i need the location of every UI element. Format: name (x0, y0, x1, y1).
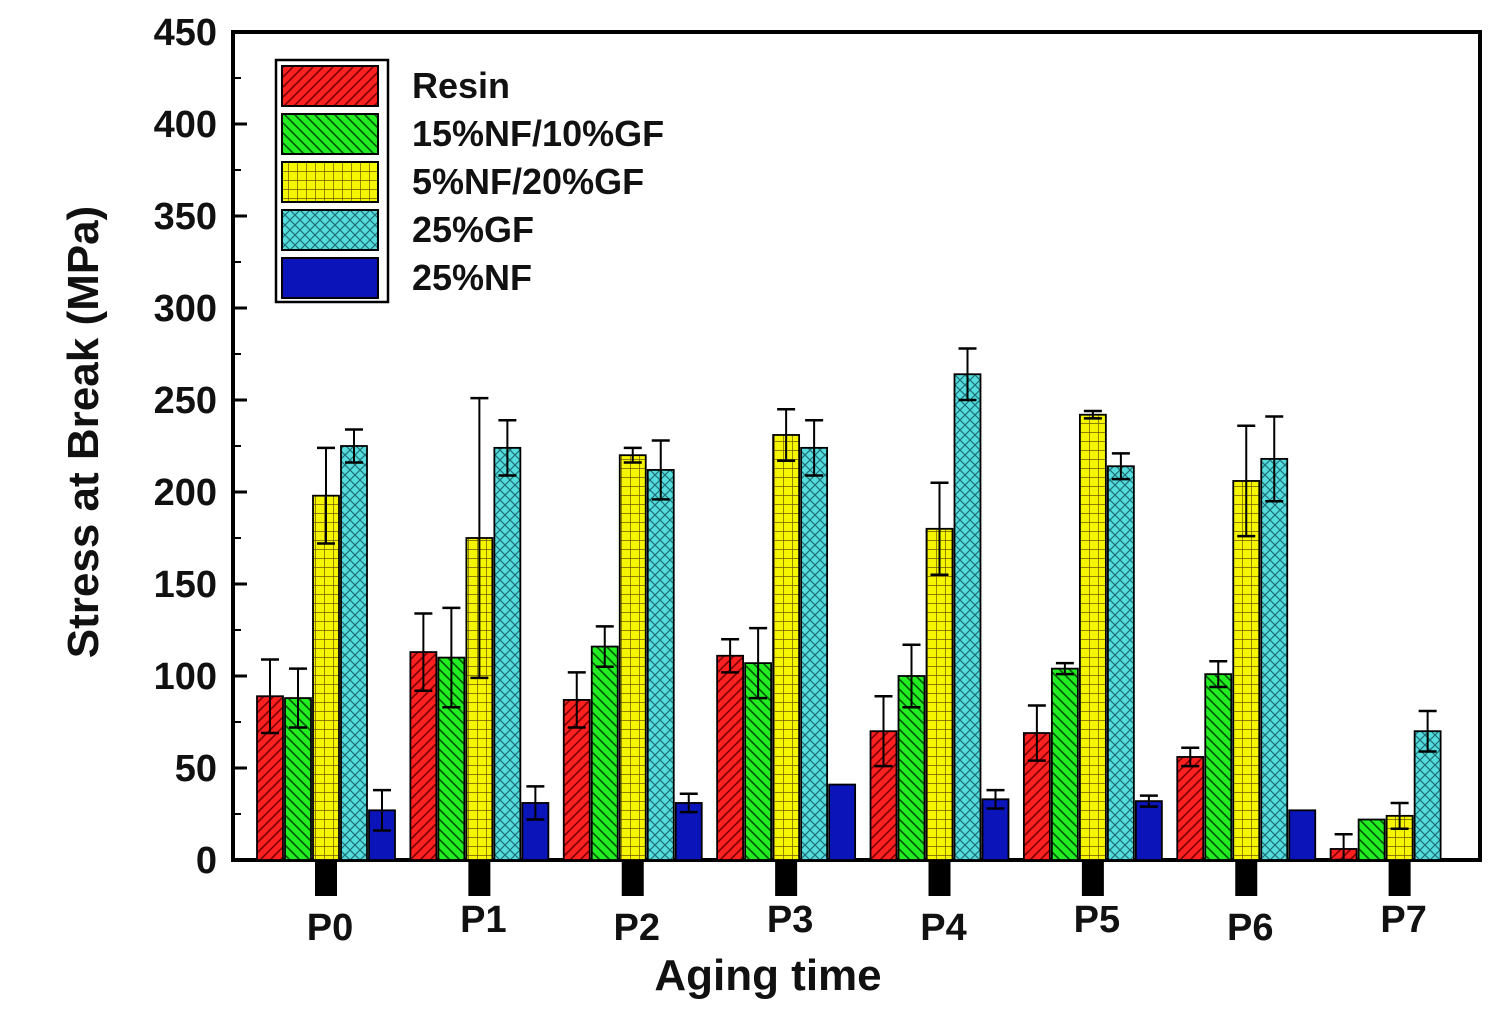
legend-swatch (281, 209, 379, 251)
bar-25%GF-P1 (493, 446, 522, 861)
bar-5%NF/20%GF-P5 (1078, 413, 1107, 861)
bar-25%GF-P2 (646, 469, 675, 861)
bar-25%GF-P6 (1260, 457, 1289, 861)
x-tick-label: P6 (1227, 907, 1273, 949)
bar-25%GF-P0 (340, 445, 368, 861)
y-tick-label: 450 (154, 12, 217, 54)
x-tick-label: P4 (920, 907, 966, 949)
bar-5%NF/20%GF-P4 (925, 527, 954, 861)
x-tick-label: P2 (614, 907, 660, 949)
x-axis-title: Aging time (654, 951, 881, 1000)
bar-5%NF/20%GF-P2 (618, 454, 647, 861)
bar-5%NF/20%GF-P3 (772, 434, 801, 861)
y-tick-label: 400 (154, 104, 217, 146)
y-tick-label: 300 (154, 288, 217, 330)
legend-swatch (281, 161, 379, 203)
legend-label: 5%NF/20%GF (412, 161, 644, 202)
legend-swatch (281, 113, 379, 155)
x-category-tick (315, 862, 337, 896)
y-tick-label: 250 (154, 380, 217, 422)
bar-5%NF/20%GF-P6 (1232, 480, 1261, 861)
x-tick-label: P5 (1074, 899, 1120, 941)
legend-label: 15%NF/10%GF (412, 113, 664, 154)
x-tick-label: P1 (460, 899, 506, 941)
bar-5%NF/20%GF-P0 (312, 494, 340, 861)
x-category-tick (468, 862, 491, 896)
bar-25%NF-P5 (1134, 800, 1163, 861)
legend: Resin 15%NF/10%GF 5%NF/20%GF 25%GF 25%NF (274, 58, 664, 304)
bar-15%NF/10%GF-P2 (590, 645, 619, 861)
bar-25%NF-P3 (828, 783, 857, 861)
y-tick-label: 200 (154, 472, 217, 514)
legend-label: 25%GF (412, 209, 534, 250)
legend-label: 25%NF (412, 257, 532, 298)
x-tick-label: P7 (1380, 899, 1426, 941)
y-axis-title: Stress at Break (MPa) (59, 206, 108, 658)
bar-15%NF/10%GF-P6 (1204, 673, 1233, 861)
y-tick-label: 150 (154, 564, 217, 606)
x-tick-label: P3 (767, 899, 813, 941)
y-tick-label: 0 (196, 840, 217, 882)
x-tick-label: P0 (307, 907, 353, 949)
bar-15%NF/10%GF-P7 (1357, 818, 1386, 861)
x-category-tick (1388, 862, 1411, 896)
legend-swatch (281, 257, 379, 299)
legend-label: Resin (412, 65, 510, 106)
bar-25%GF-P5 (1106, 465, 1135, 861)
x-category-tick (775, 862, 798, 896)
y-tick-label: 350 (154, 196, 217, 238)
bar-15%NF/10%GF-P5 (1050, 667, 1079, 861)
y-tick-label: 100 (154, 656, 217, 698)
x-category-tick (928, 862, 951, 896)
x-category-tick (1081, 862, 1104, 896)
bar-Resin-P6 (1176, 756, 1205, 861)
bar-25%GF-P3 (800, 446, 829, 861)
y-tick-label: 50 (175, 748, 217, 790)
x-category-tick (1235, 862, 1258, 896)
x-category-tick (621, 862, 644, 896)
bar-25%NF-P6 (1288, 809, 1317, 861)
legend-swatch (281, 65, 379, 107)
bar-Resin-P3 (716, 654, 745, 861)
bar-25%GF-P4 (953, 373, 982, 861)
